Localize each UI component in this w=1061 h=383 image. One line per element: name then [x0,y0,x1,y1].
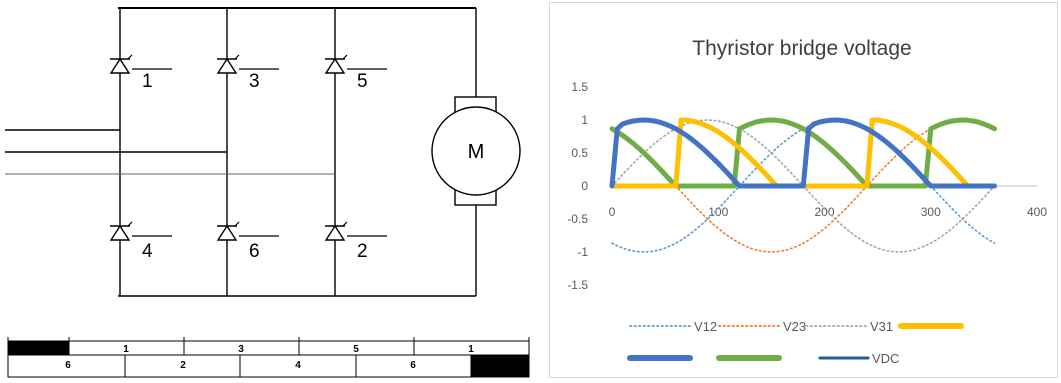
legend-label-v23: V23 [783,319,806,334]
motor-label: M [468,141,485,163]
x-tick-label: 100 [708,205,728,219]
legend-label-v31: V31 [870,319,893,334]
firing-top-1b: 1 [468,344,474,355]
firing-top-5: 5 [353,344,359,355]
firing-bottom-4: 4 [295,360,301,371]
y-tick-label: 0.5 [571,146,588,160]
x-tick-label: 200 [814,205,834,219]
firing-sequence-table: 1 3 5 1 6 2 4 6 [7,337,530,378]
thyristor-5-label: 5 [357,71,368,92]
firing-table-black-end [471,355,529,377]
series-line-trace-4 [609,117,997,189]
thyristor-4: 4 [109,221,172,262]
legend-label-vdc: VDC [872,351,899,366]
y-tick-label: -1.5 [567,278,588,292]
firing-bottom-6b: 6 [410,360,416,371]
x-tick-label: 300 [921,205,941,219]
thyristor-bridge-circuit: M 1 3 5 4 6 2 [5,7,521,297]
voltage-chart-panel: Thyristor bridge voltage 1.5 1 0.5 0 -0.5 -1 -… [549,2,1058,378]
y-tick-label: 1.5 [571,80,588,94]
firing-table-black-start [8,341,69,355]
chart-title: Thyristor bridge voltage [692,37,911,60]
voltage-chart: Thyristor bridge voltage 1.5 1 0.5 0 -0.5 -1 -… [567,37,1047,366]
firing-top-1: 1 [123,344,129,355]
thyristor-1-label: 1 [142,71,153,92]
thyristor-6: 6 [216,221,279,262]
thyristor-5: 5 [324,54,387,92]
thyristor-2: 2 [324,221,387,262]
motor-body [431,106,521,196]
firing-bottom-6: 6 [65,360,71,371]
thyristor-4-label: 4 [142,241,153,262]
legend-label-v12: V12 [694,319,717,334]
thyristor-2-label: 2 [357,241,368,262]
thyristor-6-label: 6 [249,241,260,262]
thyristor-3-label: 3 [249,71,260,92]
x-tick-label: 0 [609,205,616,219]
firing-bottom-2: 2 [180,360,186,371]
thyristor-3: 3 [216,54,279,92]
thyristor-1: 1 [109,54,172,92]
x-tick-label: 400 [1027,205,1047,219]
y-tick-label: 1 [581,113,588,127]
firing-table-border [7,340,530,378]
firing-top-3: 3 [238,344,244,355]
y-tick-label: -1 [577,245,588,259]
y-tick-label: -0.5 [567,212,588,226]
y-tick-label: 0 [581,179,588,193]
